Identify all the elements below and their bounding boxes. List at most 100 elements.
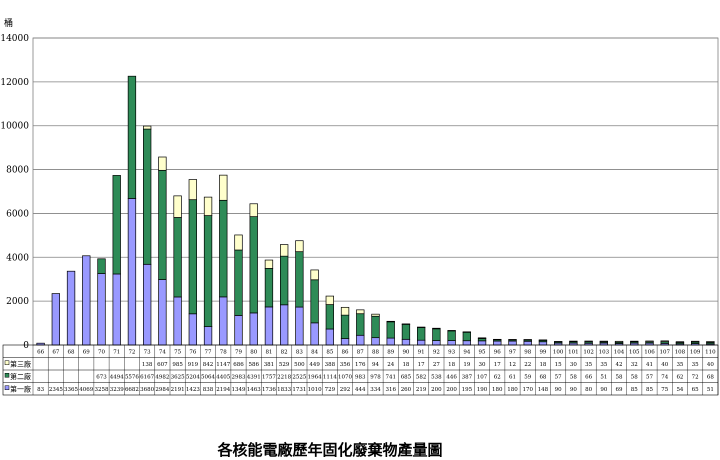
bar-segment xyxy=(508,340,517,346)
bar-segment xyxy=(356,309,365,315)
legend-key xyxy=(4,360,10,365)
data-cell: 75 xyxy=(661,387,668,393)
bar-segment xyxy=(523,339,532,341)
data-cell: 27 xyxy=(433,362,440,368)
data-cell: 334 xyxy=(370,387,381,393)
bar-segment xyxy=(477,338,487,342)
data-cell: 586 xyxy=(248,362,259,368)
data-cell: 42 xyxy=(616,362,623,368)
x-tick-label: 73 xyxy=(144,349,151,355)
bar-segment xyxy=(401,338,411,346)
bar-segment xyxy=(325,304,334,330)
bar-segment xyxy=(493,340,502,346)
data-cell: 1463 xyxy=(247,387,261,393)
data-cell: 74 xyxy=(661,374,668,380)
bar-segment xyxy=(249,203,258,217)
data-cell: 978 xyxy=(370,374,381,380)
data-cell: 72 xyxy=(692,374,699,380)
data-cell: 85 xyxy=(631,387,638,393)
bar-segment xyxy=(538,339,548,341)
data-cell: 2345 xyxy=(49,387,63,393)
bar-segment xyxy=(112,273,121,346)
data-cell: 2218 xyxy=(277,374,291,380)
data-cell: 66 xyxy=(585,374,592,380)
data-cell: 18 xyxy=(448,362,455,368)
y-axis-unit: 桶 xyxy=(4,17,13,29)
data-cell: 17 xyxy=(418,362,425,368)
data-cell: 148 xyxy=(538,387,549,393)
x-tick-label: 94 xyxy=(463,349,470,355)
data-cell: 607 xyxy=(157,362,168,368)
bar-segment xyxy=(188,199,197,315)
bar-segment xyxy=(614,340,624,343)
bar-segment xyxy=(158,279,167,346)
data-cell: 54 xyxy=(676,387,683,393)
data-cell: 15 xyxy=(555,362,562,368)
y-tick-label: 8000 xyxy=(6,166,29,176)
data-cell: 90 xyxy=(555,387,562,393)
bar-segment xyxy=(432,327,441,330)
bar-segment xyxy=(371,337,380,346)
data-cell: 446 xyxy=(446,374,457,380)
data-cell: 983 xyxy=(355,374,366,380)
x-tick-label: 79 xyxy=(235,349,242,355)
data-cell: 4391 xyxy=(247,374,261,380)
data-cell: 260 xyxy=(401,387,412,393)
bar-segment xyxy=(706,341,715,343)
bar-segment xyxy=(447,340,456,346)
data-cell: 529 xyxy=(279,362,290,368)
bar-segment xyxy=(82,255,91,346)
data-cell: 919 xyxy=(188,362,199,368)
data-cell: 538 xyxy=(431,374,442,380)
data-cell: 170 xyxy=(522,387,533,393)
data-cell: 180 xyxy=(492,387,503,393)
bar-segment xyxy=(325,295,334,305)
bar-segment xyxy=(112,175,121,275)
bar-segment xyxy=(584,340,593,343)
bar-segment xyxy=(386,337,395,346)
data-cell: 90 xyxy=(570,387,577,393)
bar-segment xyxy=(630,340,639,343)
data-cell: 61 xyxy=(509,374,516,380)
data-cell: 292 xyxy=(340,387,351,393)
bar-segment xyxy=(417,326,426,328)
data-cell: 57 xyxy=(646,374,653,380)
bar-segment xyxy=(569,340,578,343)
bar-segment xyxy=(340,314,350,339)
data-cell: 32 xyxy=(631,362,638,368)
bar-segment xyxy=(280,244,289,257)
data-cell: 35 xyxy=(692,362,699,368)
data-cell: 85 xyxy=(646,387,653,393)
chart-title: 各核能電廠歷年固化廢棄物產量圖 xyxy=(216,441,442,459)
x-tick-label: 105 xyxy=(629,349,640,355)
data-cell: 19 xyxy=(463,362,470,368)
bar-segment xyxy=(340,306,350,316)
bar-segment xyxy=(691,340,700,343)
bar-segment xyxy=(417,327,426,341)
bar-segment xyxy=(203,196,213,216)
bar-segment xyxy=(219,199,228,298)
data-cell: 381 xyxy=(264,362,275,368)
data-cell: 5064 xyxy=(201,374,215,380)
bar-segment xyxy=(386,320,395,323)
x-tick-label: 82 xyxy=(281,349,288,355)
bar-segment xyxy=(295,240,304,253)
data-cell: 107 xyxy=(477,374,488,380)
bar-segment xyxy=(401,323,411,340)
data-cell: 444 xyxy=(355,387,366,393)
data-cell: 30 xyxy=(479,362,486,368)
bar-segment xyxy=(143,128,152,265)
x-tick-label: 108 xyxy=(675,349,686,355)
data-cell: 59 xyxy=(524,374,531,380)
bar-segment xyxy=(554,341,563,343)
data-cell: 1147 xyxy=(216,362,230,368)
x-tick-label: 71 xyxy=(113,349,120,355)
data-cell: 2984 xyxy=(155,387,169,393)
bar-segment xyxy=(51,293,60,346)
bar-segment xyxy=(249,312,258,346)
data-cell: 842 xyxy=(203,362,214,368)
data-cell: 17 xyxy=(494,362,501,368)
x-tick-label: 103 xyxy=(599,349,610,355)
data-cell: 3680 xyxy=(140,387,154,393)
bar-segment xyxy=(249,216,258,314)
